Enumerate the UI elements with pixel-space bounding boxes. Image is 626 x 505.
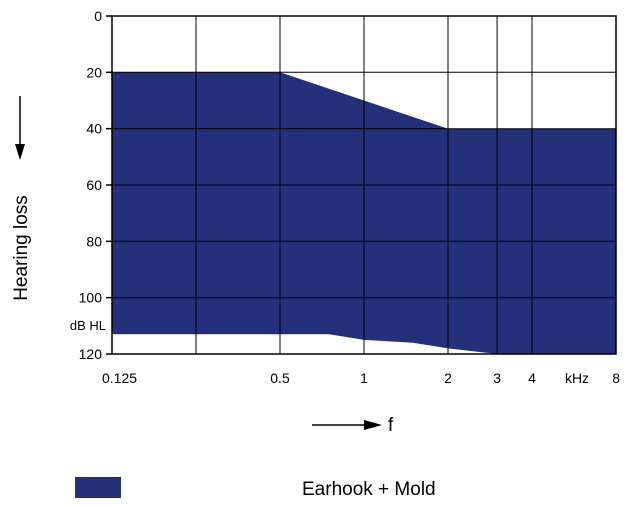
y-unit-label: dB HL	[70, 318, 106, 333]
y-tick-label: 60	[86, 177, 102, 193]
x-tick-label: 1	[360, 370, 368, 386]
x-tick-label: 0.5	[270, 370, 290, 386]
y-axis-title: Hearing loss	[11, 195, 32, 301]
y-tick-label: 100	[79, 290, 103, 306]
y-axis-arrow-icon	[15, 96, 25, 160]
legend-swatch	[75, 477, 121, 498]
x-tick-label: 4	[528, 370, 536, 386]
x-tick-label: 3	[493, 370, 501, 386]
x-unit-label: kHz	[565, 370, 589, 386]
x-tick-label: 0.125	[102, 370, 137, 386]
x-tick-label: 8	[612, 370, 620, 386]
x-tick-label: 2	[444, 370, 452, 386]
x-axis-arrow-icon	[312, 420, 382, 430]
y-tick-label: 120	[79, 346, 103, 362]
y-tick-label: 40	[86, 121, 102, 137]
y-tick-label: 80	[86, 233, 102, 249]
y-tick-label: 0	[94, 8, 102, 24]
x-axis-title: f	[388, 415, 394, 436]
y-tick-label: 20	[86, 64, 102, 80]
legend-label: Earhook + Mold	[302, 479, 436, 500]
tick-layer: 0 20 40 60 80 100 120 0.125 0.5 1 2 3 4 8	[79, 8, 621, 386]
